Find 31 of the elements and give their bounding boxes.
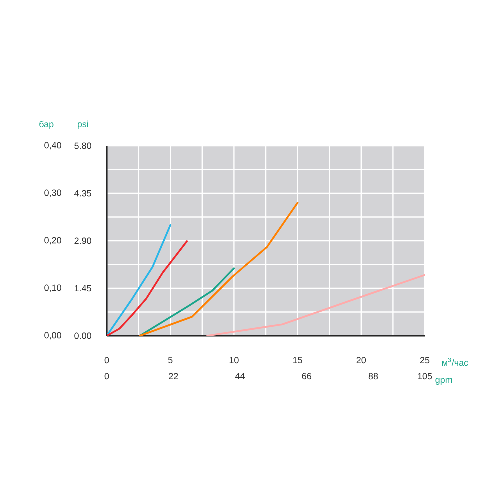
y2-tick-label: 4.35 (74, 190, 92, 197)
y-axis-title: бар (40, 120, 54, 130)
y-tick-label: 0,20 (44, 237, 62, 245)
x-tick-label: 15 (293, 357, 302, 364)
y2-tick-label: 2.90 (74, 238, 92, 244)
y2-tick-label: 5.80 (74, 142, 92, 150)
x-tick-label: 0 (104, 357, 110, 364)
line-series (206, 274, 425, 336)
line-series (107, 240, 188, 336)
y-tick-label: 0,10 (44, 284, 62, 292)
y-tick-label: 0,30 (44, 190, 62, 198)
y-tick-label: 0,00 (44, 332, 62, 340)
y2-tick-label: 0.00 (74, 332, 92, 340)
line-series (139, 202, 299, 336)
y2-tick-label: 1.45 (74, 285, 92, 292)
x-tick-label: 20 (356, 357, 366, 364)
x2-tick-label: 22 (169, 373, 178, 380)
line-series (107, 224, 172, 336)
x-axis-title: м$^{3}$/час (442, 358, 468, 366)
x-tick-label: 25 (420, 357, 430, 364)
x2-tick-label: 66 (302, 373, 312, 380)
x2-tick-label: 44 (235, 373, 245, 380)
x2-tick-label: 0 (104, 373, 110, 380)
y-tick-label: 0,40 (44, 142, 62, 150)
y2-axis-title: psi (78, 120, 88, 130)
x2-axis-title: gpm (436, 378, 452, 385)
x2-tick-label: 88 (368, 373, 378, 380)
line-series (139, 268, 236, 336)
x2-tick-label: 105 (418, 373, 432, 380)
x-tick-label: 10 (230, 357, 239, 364)
x-tick-label: 5 (168, 357, 173, 364)
